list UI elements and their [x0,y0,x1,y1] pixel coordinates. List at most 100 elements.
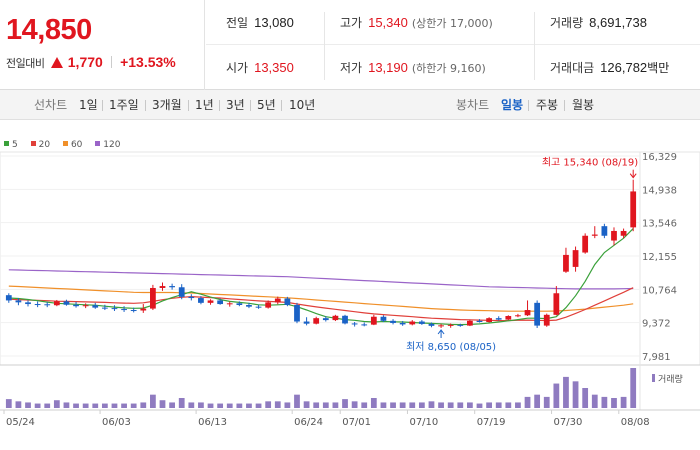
volume-bar [313,402,320,408]
candle-body [476,320,483,323]
candle-body [303,321,310,324]
candle-body [313,318,320,324]
candle-body [543,314,550,326]
stat-prev-close: 전일 13,080 [226,0,294,45]
volume-bar [418,402,425,408]
candle-body [409,321,416,325]
candle-body [150,287,156,309]
volume-bar [457,402,464,408]
stat-value: 15,340 [368,15,408,30]
legend-item-ma60: 60 [62,140,83,150]
period-3m-button[interactable]: 3개월 [152,98,182,112]
candle-body [399,322,406,325]
volume-bar [409,402,416,408]
volume-bar [294,394,300,408]
volume-bar [169,402,175,408]
candle-body [457,324,464,326]
candle-body [322,318,329,321]
volume-bar [198,402,204,408]
stat-value: 8,691,738 [589,15,647,30]
volume-bar [572,381,579,408]
candle-body [15,300,22,303]
candle-body [361,324,368,326]
period-5y-button[interactable]: 5년 [257,98,276,112]
candle-body [198,298,204,303]
x-tick-label: 07/30 [554,417,583,428]
stat-value: 126,782 [600,60,648,75]
period-10y-button[interactable]: 10년 [289,98,316,112]
divider [564,100,565,111]
candle-body [207,300,214,303]
monthly-candle-button[interactable]: 월봉 [572,98,595,112]
stat-amount: 거래대금 126,782백만 [550,45,669,90]
stat-label: 시가 [226,61,249,75]
x-tick-label: 07/01 [342,417,371,428]
legend-label: 20 [38,140,51,150]
period-1w-button[interactable]: 1주일 [109,98,139,112]
divider [145,100,146,111]
volume-bar [140,402,147,408]
candle-body [428,323,435,326]
candle-body [582,235,589,253]
x-tick-label: 07/10 [409,417,438,428]
legend-swatch [95,141,101,146]
stat-note: (상한가 17,000) [411,17,493,30]
candle-body [255,306,262,308]
candle-body [611,230,617,241]
candle-body [505,316,512,320]
y-tick-label: 13,546 [642,219,677,230]
divider [534,12,535,80]
stat-open: 시가 13,350 [226,45,294,90]
candle-body [572,250,579,267]
legend-label: 60 [70,140,83,150]
candle-body [121,309,127,311]
volume-bar [150,394,156,408]
period-1y-button[interactable]: 1년 [195,98,214,112]
candle-body [92,305,99,308]
candle-body [111,308,118,310]
x-tick-label: 05/24 [6,417,35,428]
candle-body [178,287,185,297]
volume-bar [322,402,329,408]
candle-body [591,234,598,236]
y-tick-label: 12,155 [642,252,677,263]
volume-bar [44,403,51,408]
change-value: 1,770 [67,54,103,70]
x-tick-label: 06/03 [102,417,131,428]
candle-body [563,254,569,272]
up-triangle-icon [50,57,63,68]
volume-bar [53,400,60,408]
change-label: 전일대비 [6,57,45,70]
period-1d-button[interactable]: 1일 [79,98,98,112]
volume-bar [265,401,272,408]
legend-item-ma20: 20 [30,140,51,150]
volume-bar [428,401,435,408]
candle-body [101,307,108,309]
candle-body [447,324,454,326]
volume-bar [524,396,531,408]
candle-body [630,191,637,228]
low-arrow-icon [437,329,445,335]
weekly-candle-button[interactable]: 주봉 [536,98,559,112]
chart-toolbar: 선차트 1일 1주일 3개월 1년 3년 5년 10년 봉차트 일봉 주봉 월봉 [0,90,700,120]
annotations: 최고 15,340 (08/19) 최저 8,650 (08/05) [406,157,638,353]
volume-bar [207,403,214,408]
daily-candle-button[interactable]: 일봉 [501,98,524,112]
candle-body [438,325,444,327]
x-tick-label: 06/13 [198,417,227,428]
volume-bar [34,403,41,408]
plot-frame [0,151,700,366]
volume-bar [130,403,137,408]
candle-body [418,321,425,324]
volume-bar [255,403,262,408]
period-3y-button[interactable]: 3년 [226,98,245,112]
y-tick-label: 7,981 [642,352,671,363]
volume-legend-swatch [652,374,655,382]
volume-bar [438,402,444,408]
volume-bar [390,402,396,408]
legend-swatch [30,141,36,146]
volume-bar [178,398,185,408]
volume-bar [63,402,70,408]
candle-body [73,304,79,307]
